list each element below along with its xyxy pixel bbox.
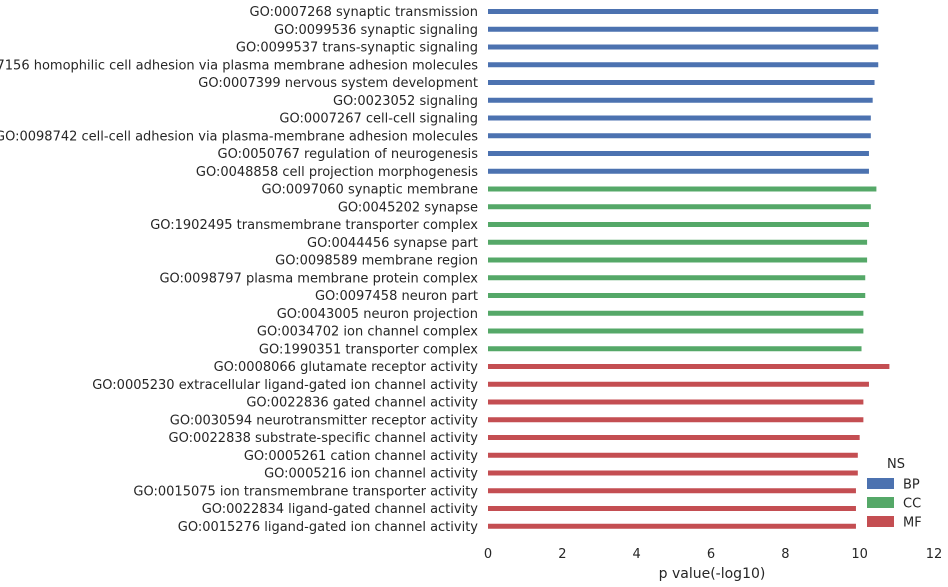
bar	[488, 151, 869, 156]
category-label: GO:0098797 plasma membrane protein compl…	[159, 271, 478, 286]
category-label: GO:0099537 trans-synaptic signaling	[236, 41, 478, 56]
x-axis-label: p value(-log10)	[659, 566, 766, 582]
category-label: GO:0007156 homophilic cell adhesion via …	[0, 58, 478, 73]
legend-label: CC	[903, 497, 921, 512]
category-label: GO:0097458 neuron part	[315, 289, 478, 304]
category-label: GO:0022834 ligand-gated channel activity	[202, 502, 479, 517]
x-tick-label: 6	[707, 547, 715, 562]
bar	[488, 399, 864, 405]
bar	[488, 257, 868, 263]
bar	[488, 80, 875, 85]
legend: NS BP CC MF	[867, 457, 922, 531]
category-label: GO:0099536 synaptic signaling	[274, 23, 478, 38]
x-tick-label: 10	[851, 547, 868, 562]
category-label: GO:0007399 nervous system development	[198, 76, 478, 91]
bar	[488, 417, 864, 423]
category-label: GO:0050767 regulation of neurogenesis	[218, 147, 479, 162]
x-tick-label: 4	[633, 547, 641, 562]
bar	[488, 115, 871, 121]
category-label: GO:0098742 cell-cell adhesion via plasma…	[0, 129, 478, 144]
legend-title: NS	[887, 457, 905, 472]
bar	[488, 488, 856, 494]
x-tick-label: 0	[484, 547, 492, 562]
bar	[488, 470, 858, 476]
category-labels: GO:0007268 synaptic transmission GO:00995…	[0, 5, 478, 535]
legend-swatch	[867, 497, 894, 508]
bar	[488, 293, 866, 298]
legend-swatch	[867, 516, 894, 527]
category-label: GO:0022838 substrate-specific channel ac…	[169, 431, 479, 446]
category-label: GO:0005261 cation channel activity	[244, 449, 478, 464]
category-label: GO:0097060 synaptic membrane	[261, 183, 478, 198]
bar	[488, 452, 858, 458]
bar	[488, 381, 869, 387]
category-label: GO:0098589 membrane region	[275, 254, 478, 269]
bar	[488, 62, 879, 68]
category-label: GO:1902495 transmembrane transporter com…	[150, 218, 478, 233]
bar	[488, 26, 879, 32]
bar	[488, 346, 862, 352]
bar	[488, 186, 877, 192]
bars	[488, 9, 890, 529]
bar	[488, 275, 866, 281]
bar	[488, 222, 869, 227]
category-label: GO:0005216 ion channel activity	[264, 467, 478, 482]
bar	[488, 523, 856, 529]
category-label: GO:0045202 synapse	[338, 200, 478, 215]
category-label: GO:0044456 synapse part	[307, 236, 478, 251]
legend-label: BP	[903, 478, 920, 493]
x-axis-ticks: 0 2 4 6 8 10 12	[484, 547, 942, 562]
category-label: GO:0007268 synaptic transmission	[250, 5, 478, 20]
bar	[488, 133, 871, 139]
bar	[488, 328, 864, 334]
category-label: GO:0005230 extracellular ligand-gated io…	[92, 378, 478, 393]
x-tick-label: 8	[781, 547, 789, 562]
bar	[488, 44, 879, 50]
legend-swatch	[867, 478, 894, 489]
legend-label: MF	[903, 516, 922, 531]
bar	[488, 204, 871, 210]
bar	[488, 9, 879, 14]
category-label: GO:1990351 transporter complex	[259, 342, 478, 357]
category-label: GO:0043005 neuron projection	[277, 307, 478, 322]
category-label: GO:0022836 gated channel activity	[246, 396, 478, 411]
category-label: GO:0048858 cell projection morphogenesis	[196, 165, 478, 180]
category-label: GO:0015276 ligand-gated ion channel acti…	[178, 520, 479, 535]
x-tick-label: 2	[558, 547, 566, 562]
bar	[488, 239, 868, 245]
category-label: GO:0007267 cell-cell signaling	[279, 112, 478, 127]
x-tick-label: 12	[926, 547, 943, 562]
bar	[488, 435, 860, 440]
bar	[488, 506, 856, 511]
bar	[488, 97, 873, 103]
category-label: GO:0008066 glutamate receptor activity	[214, 360, 479, 375]
category-label: GO:0015075 ion transmembrane transporter…	[133, 484, 478, 499]
legend-entries: BP CC MF	[867, 478, 922, 531]
bar	[488, 364, 890, 369]
bar	[488, 168, 869, 174]
bar	[488, 310, 864, 316]
category-label: GO:0030594 neurotransmitter receptor act…	[170, 413, 479, 428]
category-label: GO:0034702 ion channel complex	[257, 325, 478, 340]
category-label: GO:0023052 signaling	[333, 94, 478, 109]
